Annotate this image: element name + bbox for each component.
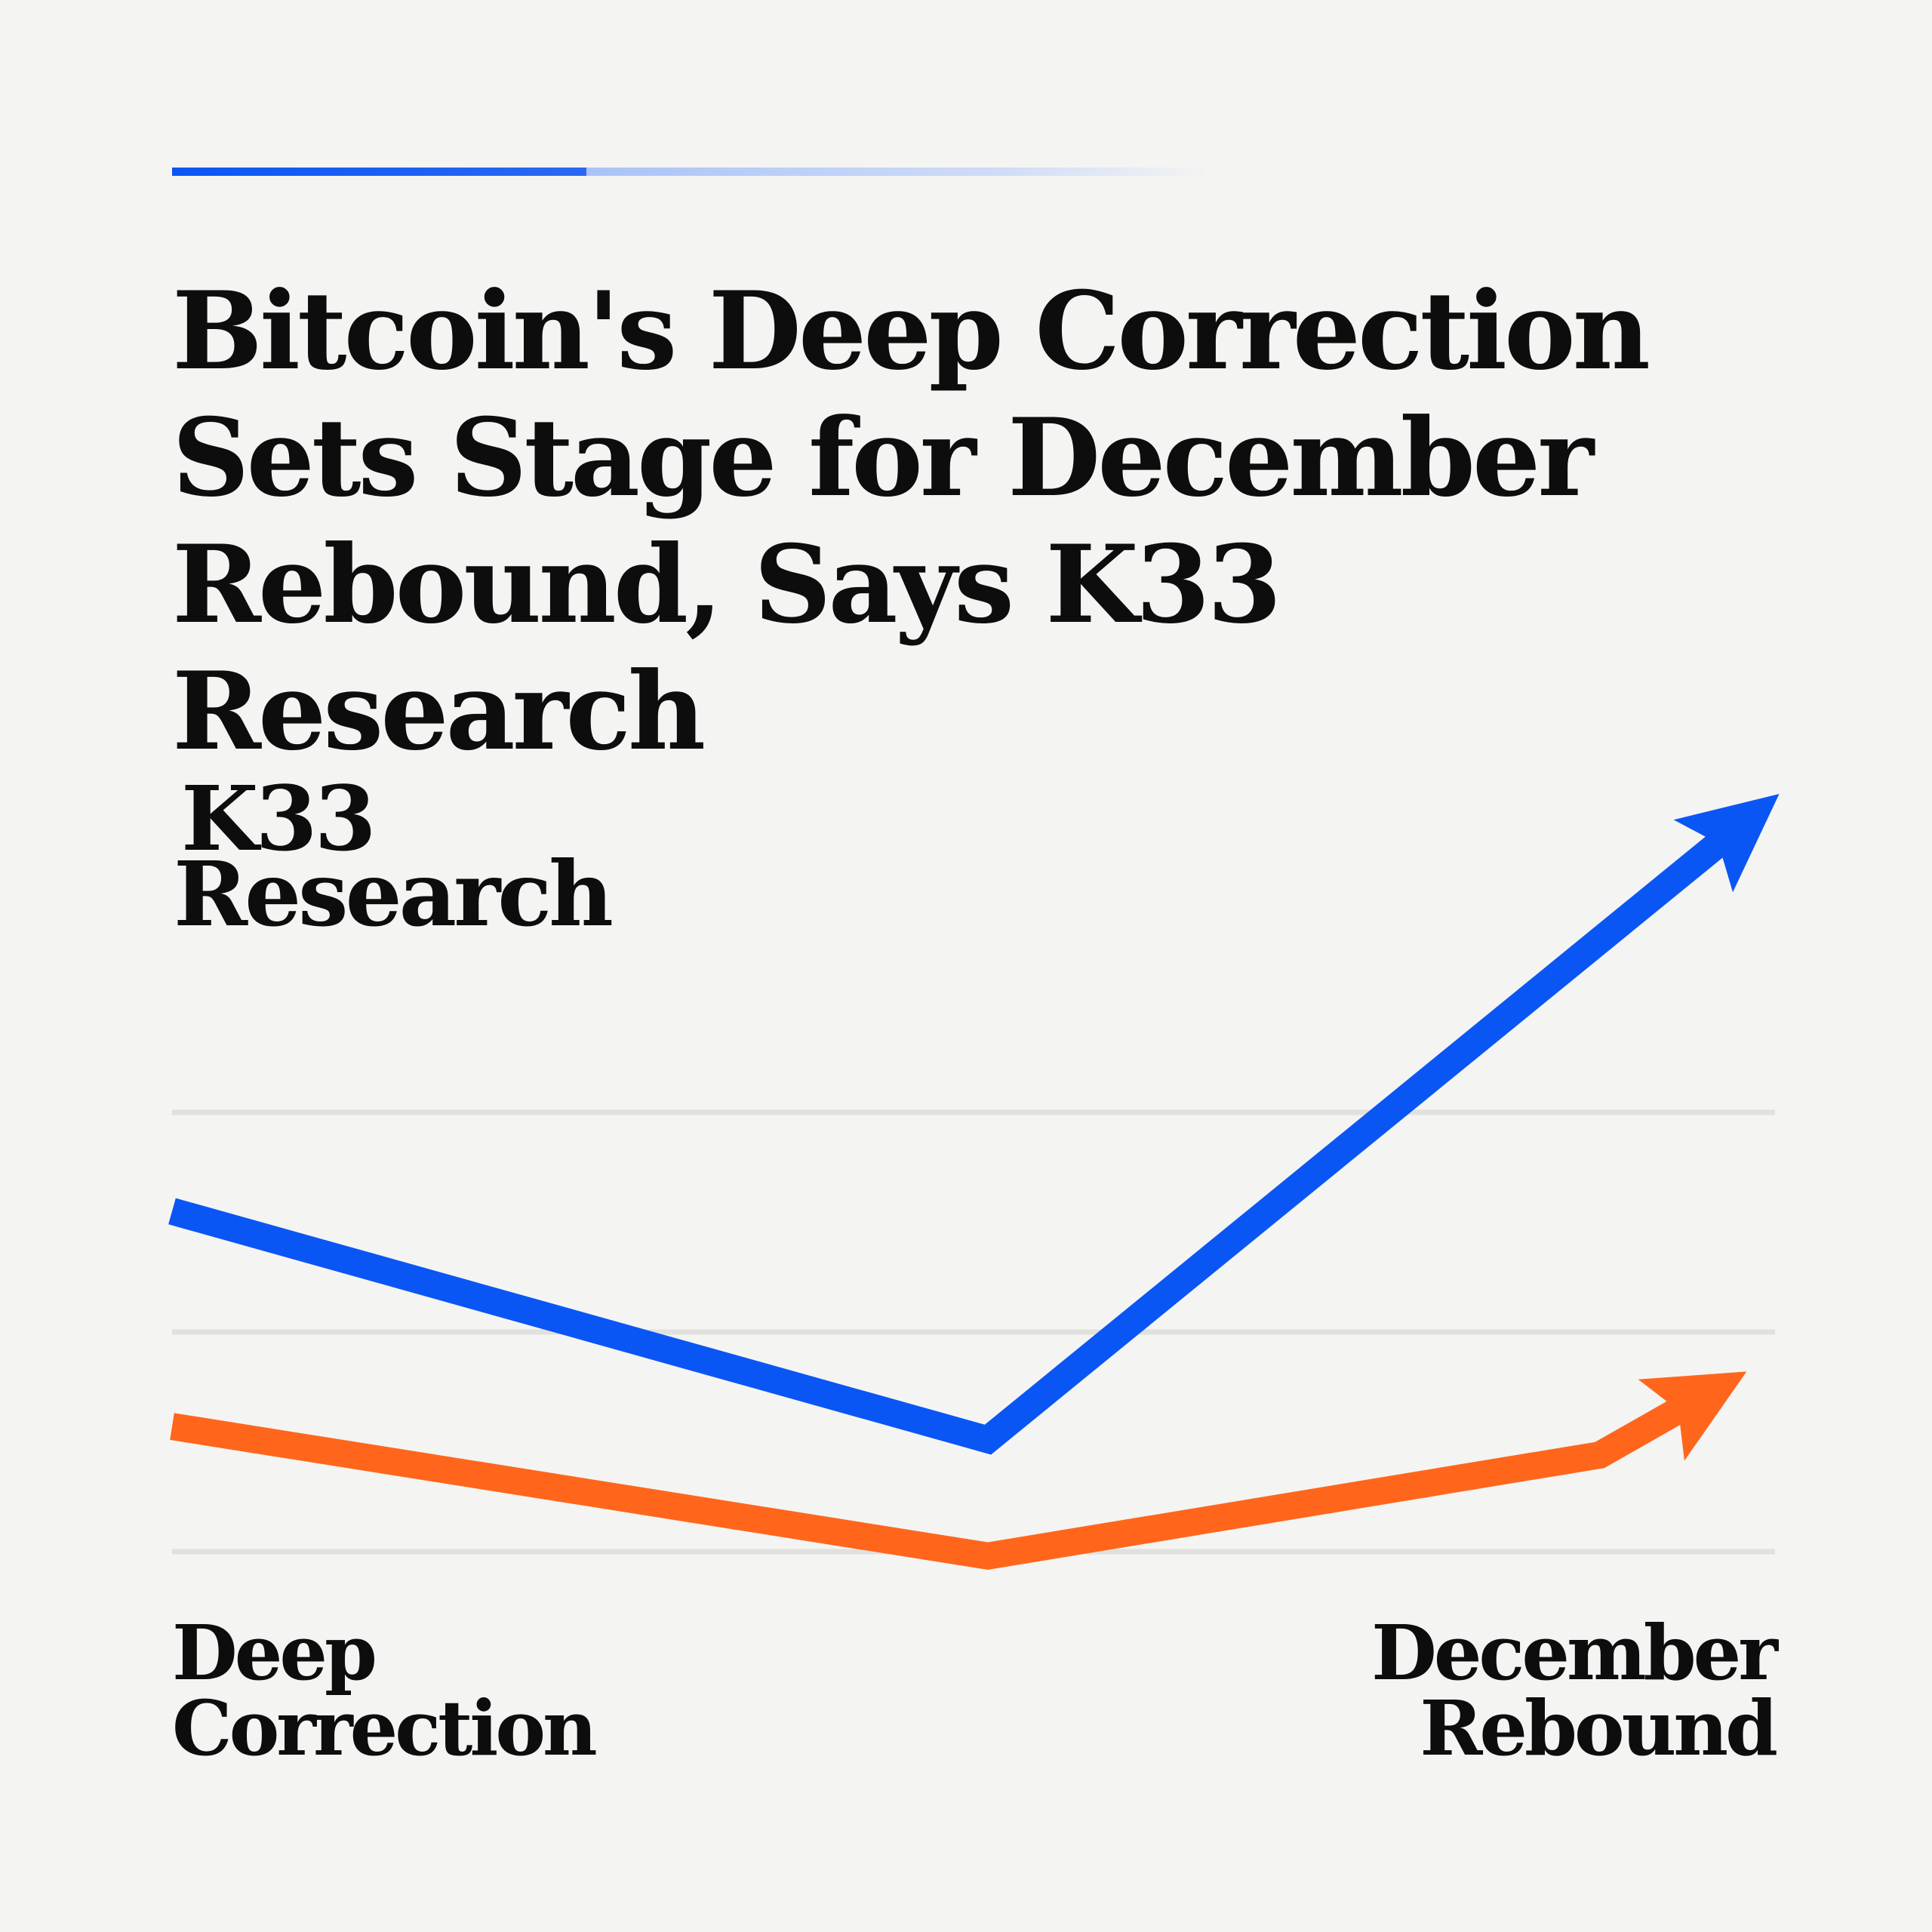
headline: Bitcoin's Deep Correction Sets Stage for…	[172, 268, 1832, 775]
logo-line-2: Research	[174, 841, 614, 946]
blue-arrowhead-icon	[1673, 794, 1780, 893]
x-label-start-line-1: Deep	[172, 1608, 377, 1697]
x-label-start-line-2: Correction	[172, 1684, 598, 1773]
x-label-end: December Rebound	[1371, 1608, 1778, 1773]
x-label-end-line-2: Rebound	[1420, 1684, 1778, 1773]
blue-series-line	[168, 832, 1727, 1455]
logo-line-1: K33	[181, 766, 377, 871]
accent-progress-bar	[172, 168, 1208, 176]
orange-arrowhead-icon	[1638, 1371, 1747, 1461]
k33-research-logo: K33 Research	[174, 766, 614, 939]
headline-line-3: Rebound, Says K33 Research	[172, 522, 1281, 774]
orange-series-line	[170, 1398, 1685, 1571]
headline-line-2: Sets Stage for December	[172, 395, 1594, 521]
x-label-start: Deep Correction	[172, 1608, 598, 1773]
x-label-end-line-1: December	[1371, 1608, 1778, 1697]
headline-line-1: Bitcoin's Deep Correction	[172, 269, 1651, 394]
